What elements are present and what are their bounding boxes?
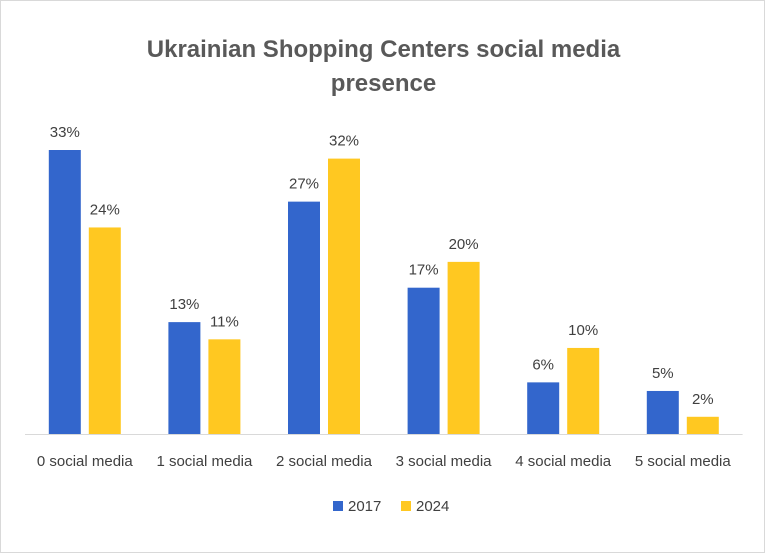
x-tick-label: 3 social media bbox=[396, 453, 493, 470]
x-tick-label: 4 social media bbox=[515, 453, 612, 470]
bar-2024-5 bbox=[686, 416, 719, 434]
data-label-2017-2: 27% bbox=[289, 176, 319, 193]
data-label-2017-5: 5% bbox=[652, 365, 674, 382]
x-tick-label: 1 social media bbox=[156, 453, 253, 470]
bar-2024-1 bbox=[208, 339, 241, 434]
bar-2017-4 bbox=[527, 382, 560, 434]
chart-title-text: Ukrainian Shopping Centers social media … bbox=[146, 36, 621, 97]
data-label-2017-4: 6% bbox=[532, 356, 554, 373]
x-tick-label: 5 social media bbox=[635, 453, 732, 470]
data-label-2024-5: 2% bbox=[692, 391, 714, 408]
data-label-2017-0: 33% bbox=[50, 124, 80, 141]
legend-label-2024: 2024 bbox=[416, 498, 449, 515]
bar-2017-5 bbox=[646, 390, 679, 434]
data-label-2024-0: 24% bbox=[90, 201, 120, 218]
data-label-2024-3: 20% bbox=[449, 236, 479, 253]
data-label-2024-1: 11% bbox=[210, 313, 239, 330]
bar-2017-2 bbox=[288, 201, 320, 434]
chart-title: Ukrainian Shopping Centers social media … bbox=[1, 33, 765, 101]
bar-2024-0 bbox=[88, 227, 121, 434]
data-label-2017-1: 13% bbox=[169, 296, 199, 313]
bar-2024-4 bbox=[567, 347, 600, 434]
legend-swatch-2017 bbox=[333, 501, 343, 511]
bar-2017-3 bbox=[407, 287, 440, 434]
bar-2017-1 bbox=[168, 322, 201, 434]
data-label-2017-3: 17% bbox=[409, 262, 439, 279]
x-tick-label: 0 social media bbox=[37, 453, 134, 470]
bar-2024-2 bbox=[328, 158, 360, 434]
legend-label-2017: 2017 bbox=[348, 498, 381, 515]
data-label-2024-4: 10% bbox=[568, 322, 598, 339]
bar-2017-0 bbox=[48, 150, 81, 434]
legend-swatch-2024 bbox=[401, 501, 411, 511]
data-label-2024-2: 32% bbox=[329, 133, 359, 150]
x-tick-label: 2 social media bbox=[276, 453, 373, 470]
bar-2024-3 bbox=[447, 261, 480, 434]
